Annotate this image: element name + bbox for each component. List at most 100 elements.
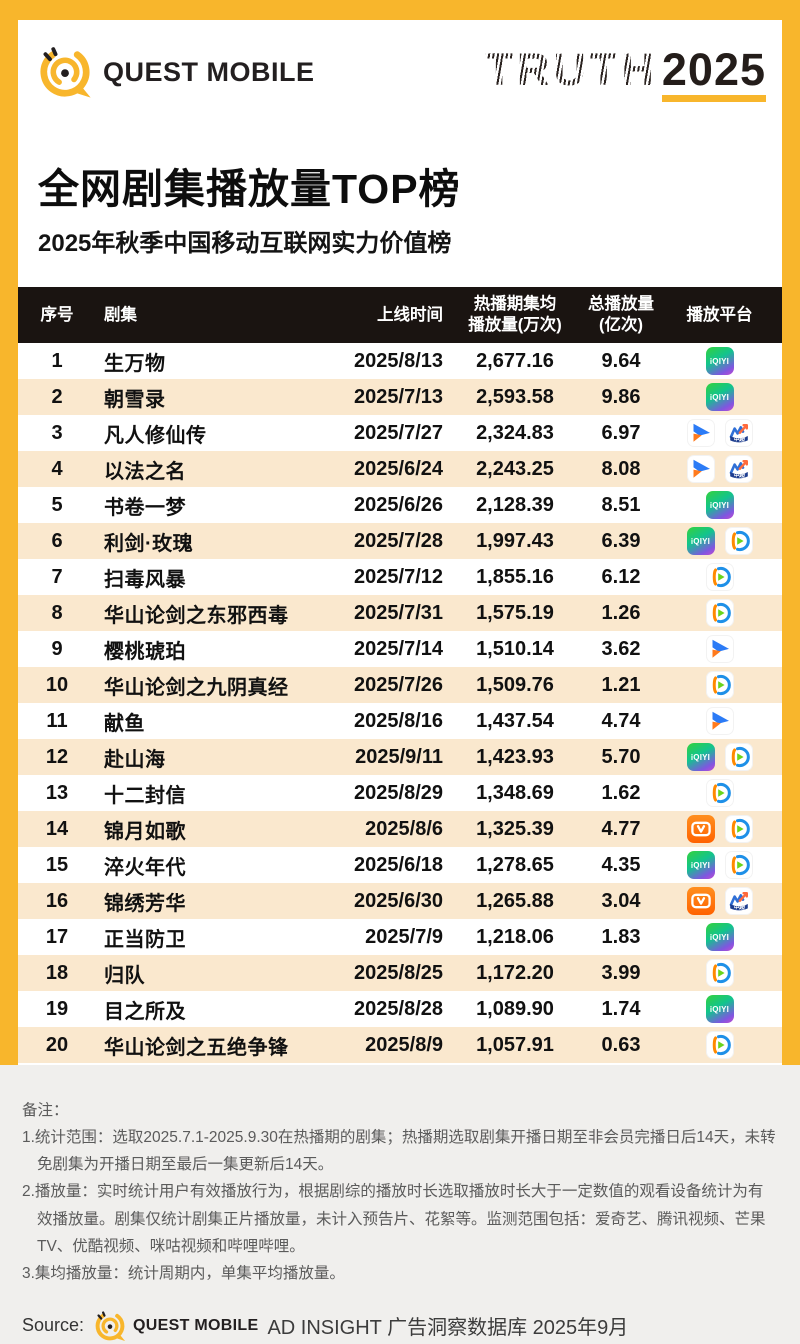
avg-play-cell: 1,423.93	[476, 745, 554, 768]
table-row: 13 十二封信 2025/8/29 1,348.69 1.62	[18, 775, 782, 811]
platforms-cell	[657, 707, 782, 735]
release-date-cell: 2025/7/14	[354, 637, 443, 660]
notes-label: 备注：	[22, 1102, 69, 1119]
avg-play-cell: 1,348.69	[476, 781, 554, 804]
col-header-date: 上线时间	[377, 305, 443, 324]
platforms-cell: 中超	[657, 419, 782, 447]
platforms-cell: iQIYI	[657, 527, 782, 555]
table-row: 8 华山论剑之东邪西毒 2025/7/31 1,575.19 1.26	[18, 595, 782, 631]
table-row: 4 以法之名 2025/6/24 2,243.25 8.08 中超	[18, 451, 782, 487]
total-play-cell: 4.77	[601, 817, 641, 840]
platforms-cell	[657, 671, 782, 699]
total-play-cell: 1.83	[601, 925, 641, 948]
total-play-cell: 3.99	[601, 961, 641, 984]
svg-text:中超: 中超	[733, 436, 746, 443]
page-title: 全网剧集播放量TOP榜	[38, 166, 461, 212]
iqiyi-icon: iQIYI	[686, 743, 715, 771]
truth-word: TRUTH	[485, 43, 658, 95]
platforms-cell: iQIYI	[657, 923, 782, 951]
tencent-icon	[705, 959, 734, 987]
total-play-cell: 0.63	[601, 1033, 641, 1056]
truth-year-wrap: 2025	[661, 47, 766, 102]
total-play-cell: 9.64	[601, 349, 641, 372]
youku-icon	[686, 419, 715, 447]
migu-icon: 中超	[724, 887, 753, 915]
release-date-cell: 2025/7/26	[354, 673, 443, 696]
table-row: 6 利剑·玫瑰 2025/7/28 1,997.43 6.39 iQIYI	[18, 523, 782, 559]
platforms-cell: 中超	[657, 887, 782, 915]
series-title-cell: 献鱼	[104, 712, 145, 735]
rank-cell: 8	[51, 601, 63, 624]
col-header-rank: 序号	[40, 305, 74, 324]
avg-play-cell: 1,509.76	[476, 673, 554, 696]
total-play-cell: 1.74	[601, 997, 641, 1020]
table-row: 10 华山论剑之九阴真经 2025/7/26 1,509.76 1.21	[18, 667, 782, 703]
rank-cell: 7	[51, 565, 63, 588]
total-play-cell: 4.35	[601, 853, 641, 876]
release-date-cell: 2025/8/29	[354, 781, 443, 804]
series-title-cell: 凡人修仙传	[104, 424, 207, 447]
col-header-avg: 热播期集均 播放量(万次)	[468, 295, 562, 334]
series-title-cell: 锦月如歌	[104, 820, 186, 843]
release-date-cell: 2025/7/13	[354, 385, 443, 408]
series-title-cell: 生万物	[104, 352, 166, 375]
platforms-cell: iQIYI	[657, 851, 782, 879]
truth-underline	[661, 94, 766, 102]
youku-icon	[705, 635, 734, 663]
total-play-cell: 8.08	[601, 457, 641, 480]
table-row: 19 目之所及 2025/8/28 1,089.90 1.74 iQIYI	[18, 991, 782, 1027]
avg-play-cell: 1,265.88	[476, 889, 554, 912]
iqiyi-icon: iQIYI	[686, 851, 715, 879]
table-row: 3 凡人修仙传 2025/7/27 2,324.83 6.97 中超	[18, 415, 782, 451]
avg-play-cell: 2,128.39	[476, 493, 554, 516]
avg-play-cell: 1,057.91	[476, 1033, 554, 1056]
tencent-icon	[724, 815, 753, 843]
series-title-cell: 正当防卫	[104, 928, 186, 951]
rank-cell: 15	[45, 853, 69, 876]
release-date-cell: 2025/7/28	[354, 529, 443, 552]
total-play-cell: 9.86	[601, 385, 641, 408]
questmobile-logo: QUEST MOBILE	[36, 43, 315, 101]
avg-play-cell: 1,172.20	[476, 961, 554, 984]
series-title-cell: 目之所及	[104, 1000, 186, 1023]
migu-icon: 中超	[724, 455, 753, 483]
avg-play-cell: 1,575.19	[476, 601, 554, 624]
table-body: 1 生万物 2025/8/13 2,677.16 9.64 iQIYI 2 朝雪…	[18, 343, 782, 1063]
table-header-row: 序号 剧集 上线时间 热播期集均 播放量(万次) 总播放量 (亿次) 播放平台	[18, 287, 782, 343]
release-date-cell: 2025/6/18	[354, 853, 443, 876]
platforms-cell: iQIYI	[657, 347, 782, 375]
svg-text:中超: 中超	[733, 904, 746, 911]
total-play-cell: 8.51	[601, 493, 641, 516]
release-date-cell: 2025/7/27	[354, 421, 443, 444]
rank-cell: 11	[46, 709, 68, 732]
questmobile-logo-icon	[40, 47, 91, 98]
iqiyi-icon: iQIYI	[705, 383, 734, 411]
rank-cell: 18	[45, 961, 69, 984]
rank-cell: 9	[51, 637, 63, 660]
rank-cell: 12	[45, 745, 69, 768]
total-play-cell: 6.97	[601, 421, 641, 444]
platforms-cell	[657, 599, 782, 627]
platforms-cell	[657, 815, 782, 843]
avg-play-cell: 1,997.43	[476, 529, 554, 552]
avg-play-cell: 1,437.54	[476, 709, 554, 732]
series-title-cell: 华山论剑之五绝争锋	[104, 1036, 289, 1059]
table-row: 1 生万物 2025/8/13 2,677.16 9.64 iQIYI	[18, 343, 782, 379]
rank-cell: 10	[45, 673, 69, 696]
rank-cell: 14	[45, 817, 69, 840]
rank-cell: 2	[51, 385, 63, 408]
total-play-cell: 3.62	[601, 637, 641, 660]
platforms-cell	[657, 1031, 782, 1059]
rank-cell: 16	[45, 889, 69, 912]
table-row: 16 锦绣芳华 2025/6/30 1,265.88 3.04 中超	[18, 883, 782, 919]
avg-play-cell: 2,243.25	[476, 457, 554, 480]
footer: 备注： 1.统计范围：选取2025.7.1-2025.9.30在热播期的剧集；热…	[0, 1065, 800, 1344]
platforms-cell: iQIYI	[657, 383, 782, 411]
table-row: 5 书卷一梦 2025/6/26 2,128.39 8.51 iQIYI	[18, 487, 782, 523]
total-play-cell: 3.04	[601, 889, 641, 912]
tencent-icon	[724, 851, 753, 879]
rank-cell: 17	[45, 925, 69, 948]
release-date-cell: 2025/7/12	[354, 565, 443, 588]
release-date-cell: 2025/7/9	[365, 925, 443, 948]
table-row: 17 正当防卫 2025/7/9 1,218.06 1.83 iQIYI	[18, 919, 782, 955]
